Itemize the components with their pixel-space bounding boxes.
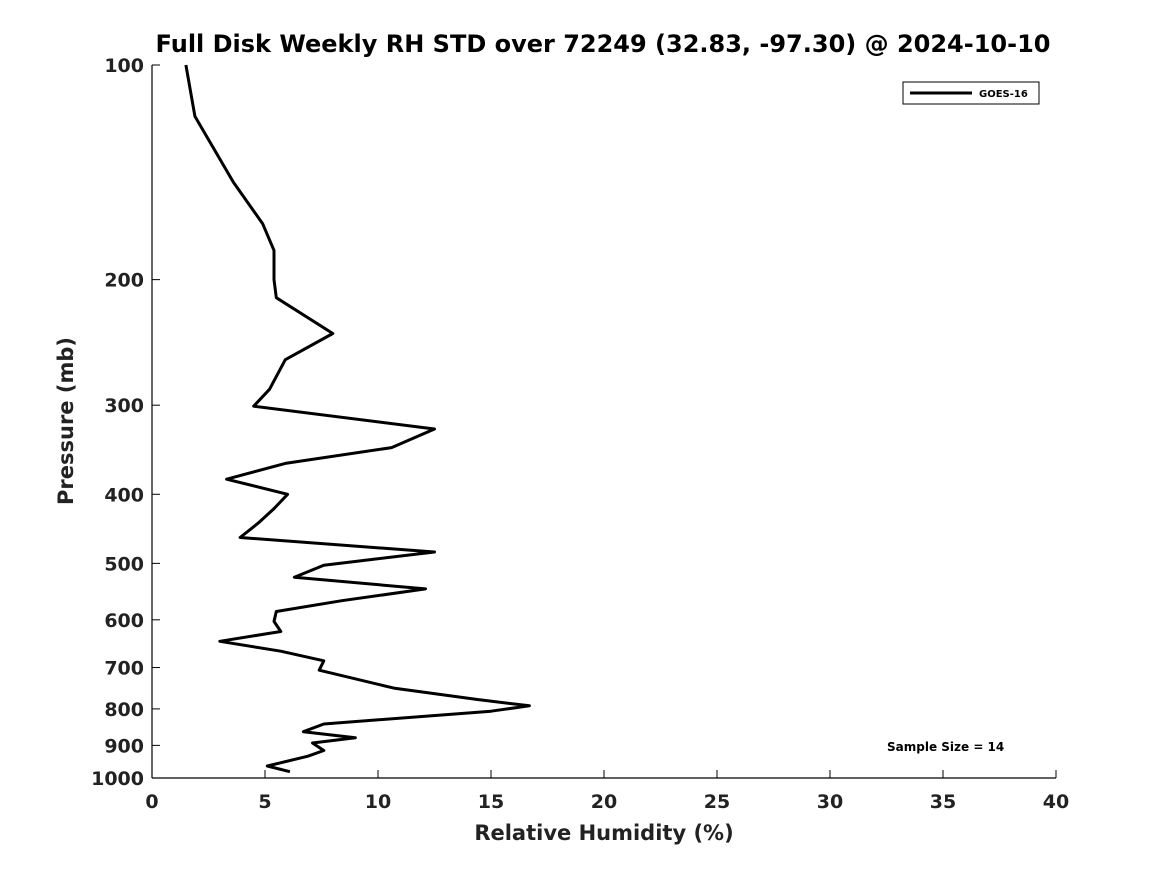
chart-title: Full Disk Weekly RH STD over 72249 (32.8… <box>156 30 1051 58</box>
x-tick-label: 5 <box>258 791 271 813</box>
legend: GOES-16 <box>902 81 1040 105</box>
y-tick-label: 100 <box>104 55 144 77</box>
x-tick-label: 10 <box>365 791 391 813</box>
y-tick-label: 900 <box>104 735 144 757</box>
legend-label-goes-16: GOES-16 <box>979 89 1028 100</box>
x-tick-label: 40 <box>1043 791 1069 813</box>
x-axis-ticks: 0 5 10 15 20 25 30 35 40 <box>145 770 1069 813</box>
sample-size-annotation: Sample Size = 14 <box>887 740 1004 754</box>
plot-axes <box>151 65 1056 779</box>
y-axis-label: Pressure (mb) <box>54 337 78 505</box>
series-layer <box>184 64 531 774</box>
y-tick-label: 400 <box>104 484 144 506</box>
y-axis-ticks: 100 200 300 400 500 600 700 800 900 1000 <box>91 55 160 790</box>
y-tick-label: 600 <box>104 610 144 632</box>
x-tick-label: 15 <box>478 791 504 813</box>
y-tick-label: 200 <box>104 270 144 292</box>
x-tick-label: 0 <box>145 791 158 813</box>
series-line-goes-16 <box>184 64 531 774</box>
x-tick-label: 25 <box>704 791 730 813</box>
x-tick-label: 35 <box>930 791 956 813</box>
y-tick-label: 1000 <box>91 768 144 790</box>
x-axis-label: Relative Humidity (%) <box>474 821 733 845</box>
x-tick-label: 20 <box>591 791 617 813</box>
x-tick-label: 30 <box>817 791 843 813</box>
y-tick-label: 500 <box>104 553 144 575</box>
y-tick-label: 800 <box>104 699 144 721</box>
y-tick-label: 700 <box>104 658 144 680</box>
y-tick-label: 300 <box>104 395 144 417</box>
